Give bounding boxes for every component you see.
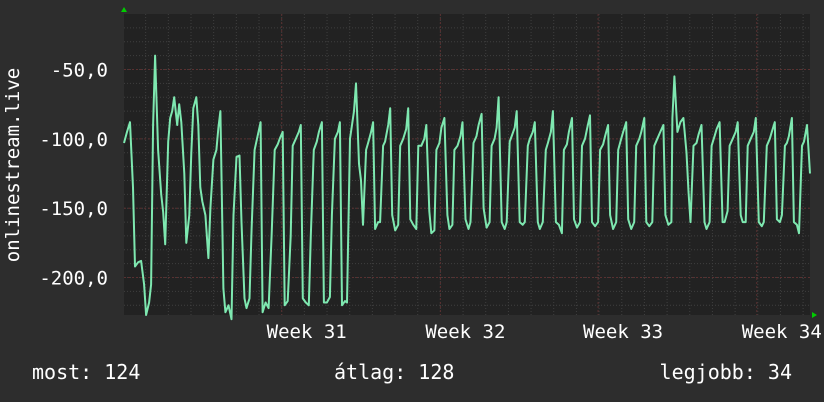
- y-tick-label: -200,0: [39, 268, 108, 290]
- y-axis-ticks: -50,0 -100,0 -150,0 -200,0: [39, 59, 108, 289]
- x-axis-arrow-icon: [812, 312, 817, 318]
- x-tick-label: Week 32: [425, 321, 505, 343]
- stat-current: most: 124: [32, 360, 141, 384]
- y-tick-label: -50,0: [51, 59, 108, 81]
- y-tick-label: -150,0: [39, 198, 108, 220]
- stats-bar: most: 124 átlag: 128 legjobb: 34: [0, 360, 824, 390]
- x-tick-label: Week 34: [742, 321, 822, 343]
- y-tick-label: -100,0: [39, 129, 108, 151]
- series-line: [123, 54, 811, 321]
- y-axis-label: onlinestream.live: [2, 68, 24, 262]
- plot-area: [124, 14, 810, 315]
- x-axis-ticks: Week 31 Week 32 Week 33 Week 34: [267, 321, 822, 343]
- stat-average: átlag: 128: [334, 360, 455, 384]
- x-tick-label: Week 33: [583, 321, 663, 343]
- y-axis-arrow-icon: [121, 7, 127, 12]
- x-tick-label: Week 31: [267, 321, 347, 343]
- series-group: [123, 54, 811, 321]
- stat-best: legjobb: 34: [659, 360, 792, 384]
